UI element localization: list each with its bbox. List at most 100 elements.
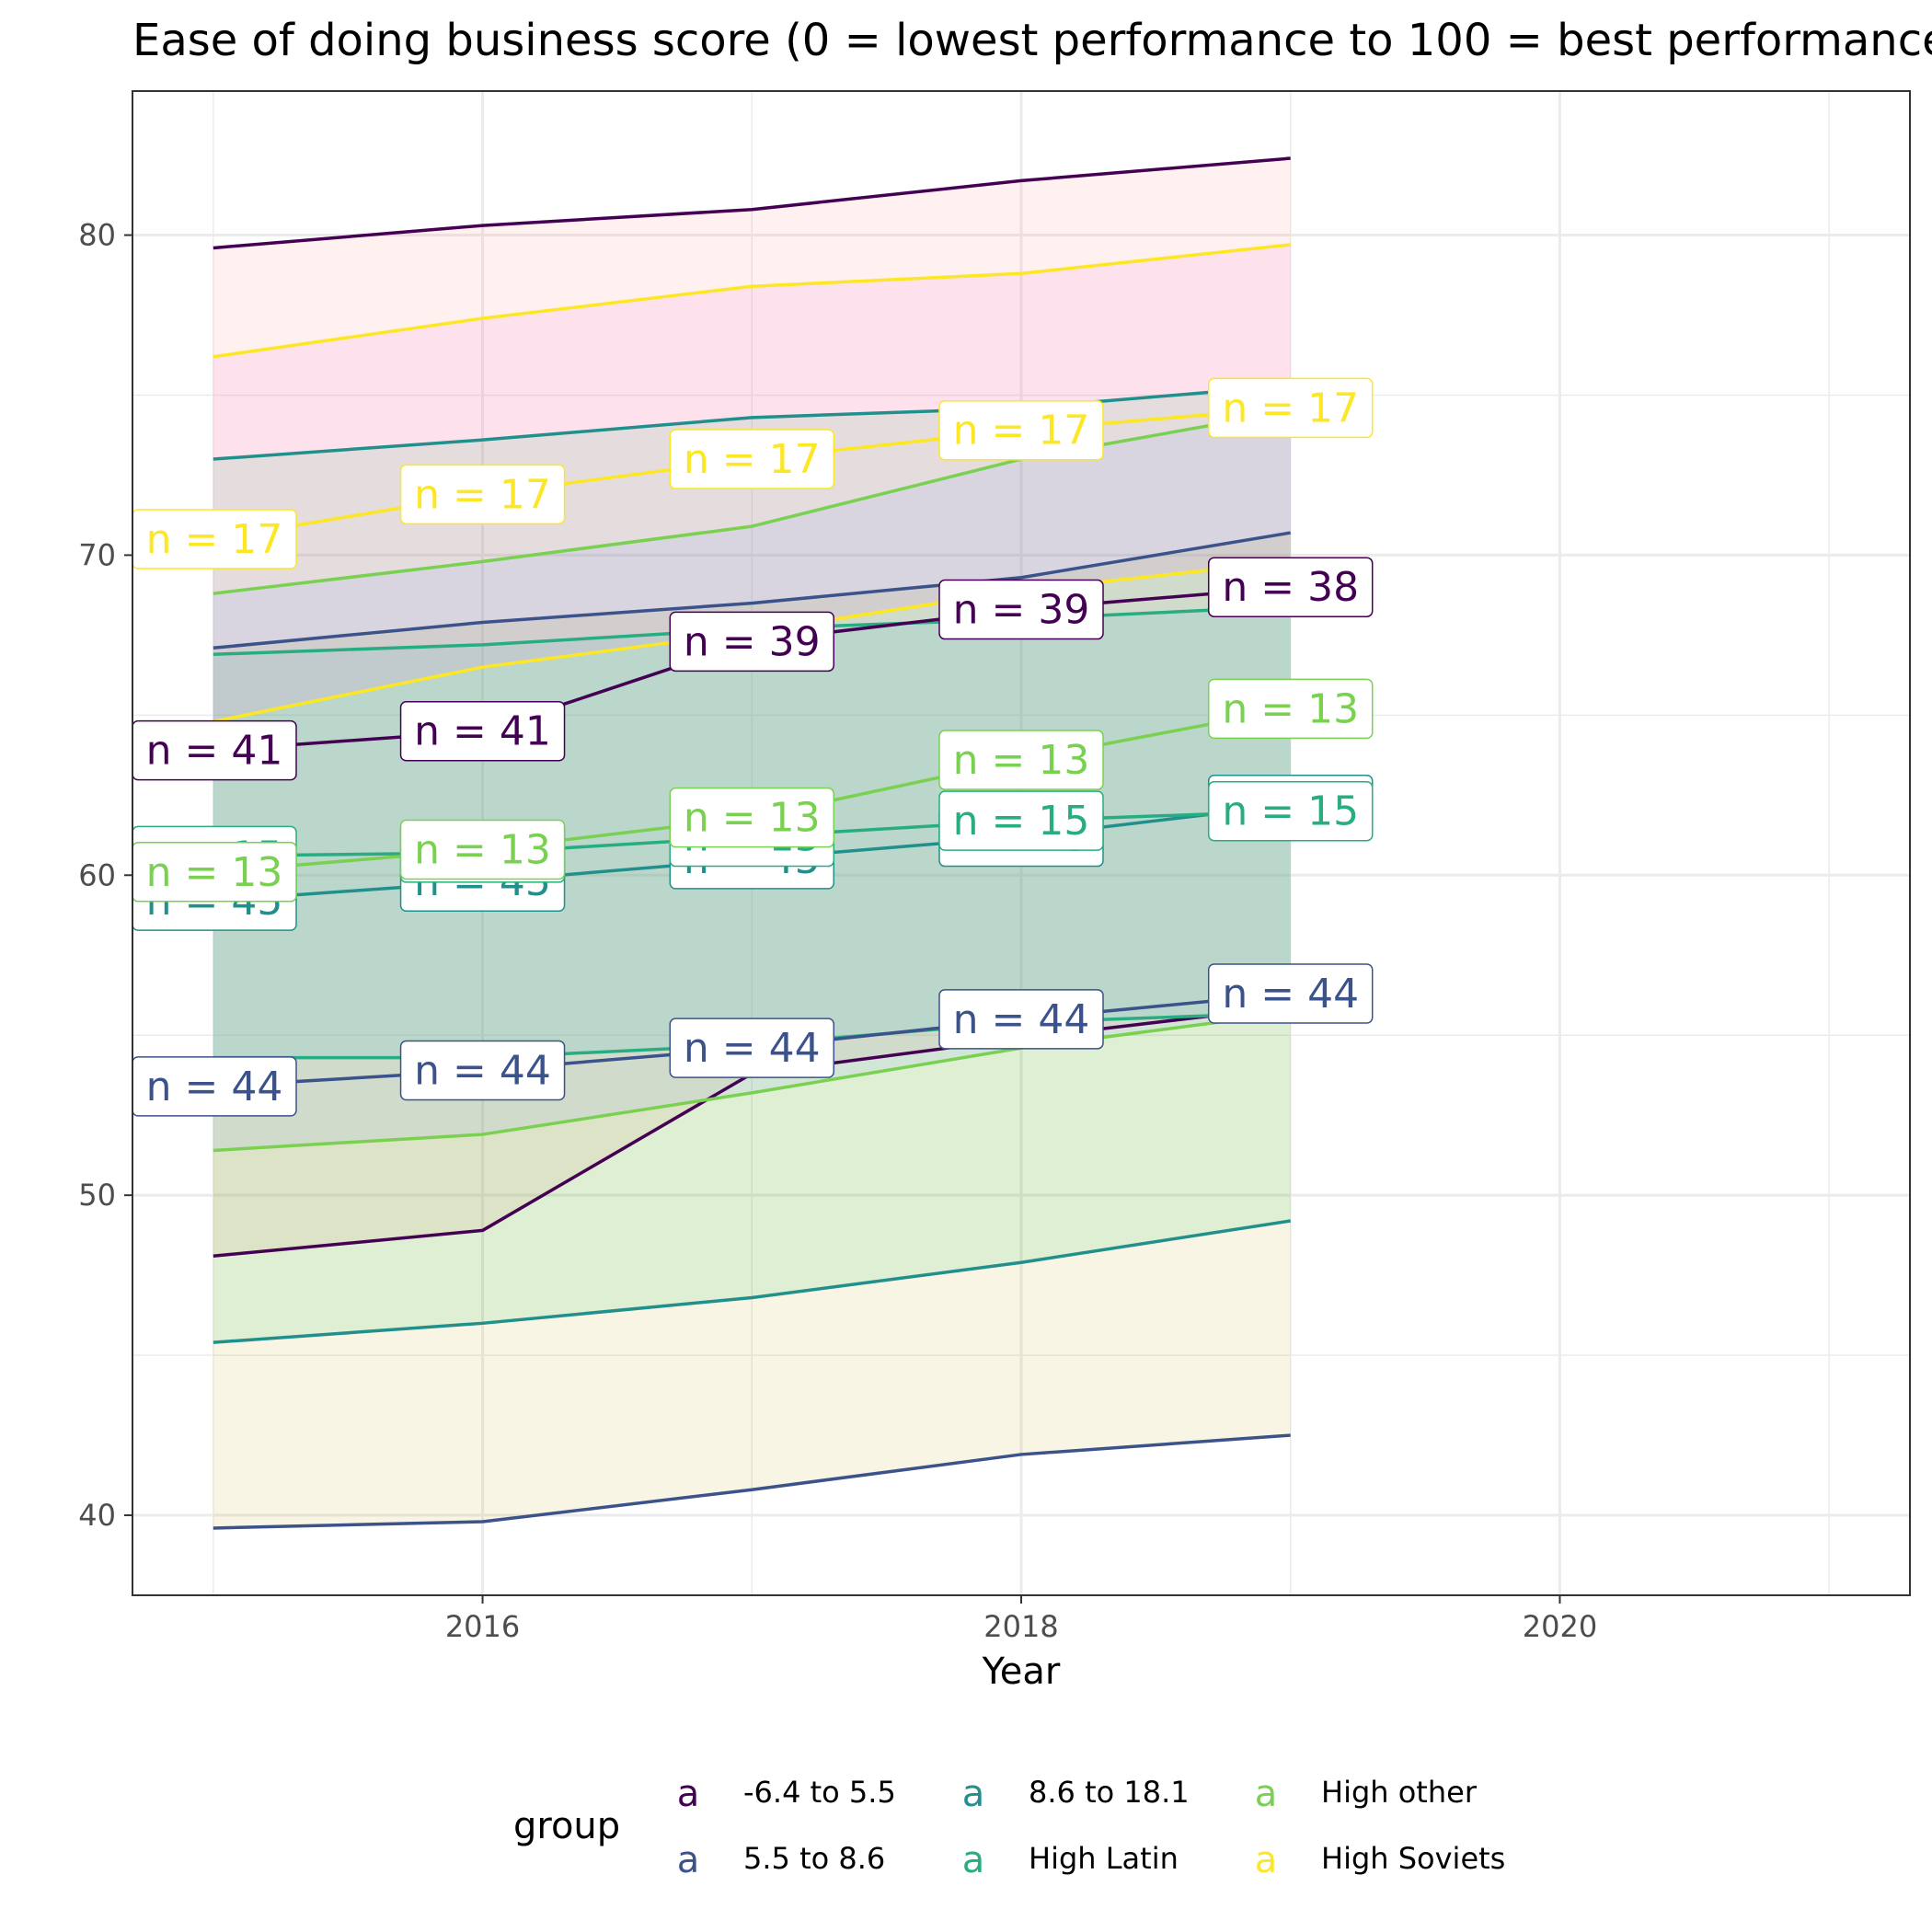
- n-label: n = 13: [399, 819, 566, 880]
- n-label-text: n = 17: [146, 516, 283, 563]
- lower-bound-line: [213, 1011, 1291, 1153]
- y-tick-label: 60: [78, 857, 116, 892]
- legend-label: High other: [1321, 1775, 1478, 1810]
- n-label-text: n = 44: [146, 1064, 283, 1110]
- n-label-text: n = 13: [414, 826, 551, 873]
- legend-key: a: [1255, 1773, 1278, 1815]
- legend-key: a: [677, 1839, 700, 1881]
- y-tick-label: 40: [78, 1498, 116, 1533]
- chart-title: Ease of doing business score (0 = lowest…: [132, 15, 1932, 66]
- x-axis-title: Year: [982, 1650, 1061, 1693]
- n-label-text: n = 17: [684, 436, 821, 483]
- legend-item: a 5.5 to 8.6: [677, 1839, 886, 1881]
- legend-title: group: [513, 1805, 620, 1847]
- n-label: n = 41: [132, 719, 297, 781]
- legend: group a -6.4 to 5.5 a 5.5 to 8.6 a 8.6 to 18.…: [513, 1773, 1505, 1881]
- legend-label: High Soviets: [1321, 1841, 1505, 1876]
- n-label-box: [669, 611, 835, 673]
- x-axis: 2016 2018 2020: [445, 1595, 1597, 1644]
- legend-item: a High Latin: [962, 1839, 1179, 1881]
- n-label-text: n = 13: [684, 795, 821, 842]
- n-label-text: n = 17: [1222, 385, 1359, 431]
- n-label-box: [399, 819, 566, 880]
- n-label: n = 17: [938, 399, 1104, 461]
- n-label-box: [1207, 377, 1374, 439]
- n-label: n = 15: [1207, 780, 1374, 842]
- legend-key: a: [962, 1773, 985, 1815]
- y-tick-label: 50: [78, 1178, 116, 1213]
- upper-bound-line: [213, 531, 1292, 650]
- legend-label: High Latin: [1029, 1841, 1179, 1876]
- legend-item: a High Soviets: [1255, 1839, 1506, 1881]
- n-label-box: [1207, 963, 1374, 1024]
- n-label: n = 39: [669, 611, 835, 673]
- n-label: n = 41: [399, 700, 566, 762]
- n-label: n = 13: [938, 730, 1104, 790]
- n-label-box: [938, 579, 1104, 640]
- legend-key: a: [677, 1773, 700, 1815]
- n-label-box: [399, 700, 566, 762]
- legend-label: 5.5 to 8.6: [743, 1841, 885, 1876]
- y-tick-label: 80: [78, 218, 116, 253]
- legend-item: a -6.4 to 5.5: [677, 1773, 896, 1815]
- n-label-box: [1207, 780, 1374, 842]
- n-label: n = 17: [132, 509, 297, 569]
- upper-bound-line: [213, 409, 1292, 595]
- legend-key: a: [1255, 1839, 1278, 1881]
- n-label: n = 44: [1207, 963, 1374, 1024]
- n-label-box: [1207, 557, 1374, 617]
- n-label-text: n = 13: [146, 849, 283, 896]
- n-label: n = 38: [1207, 557, 1374, 617]
- n-label: n = 13: [1207, 678, 1374, 740]
- n-labels: n = 41 n = 41 n = 39 n = 39 n = 38 n = 44 n = …: [132, 377, 1374, 1117]
- lower-bound-line: [213, 1433, 1291, 1530]
- n-label-text: n = 17: [953, 408, 1090, 454]
- n-label-box: [1207, 678, 1374, 740]
- n-label: n = 13: [669, 787, 835, 848]
- n-label-text: n = 44: [684, 1025, 821, 1072]
- n-label-box: [938, 399, 1104, 461]
- y-tick-label: 70: [78, 537, 116, 572]
- n-label-box: [399, 1040, 566, 1101]
- n-label-text: n = 44: [414, 1047, 551, 1094]
- n-label-text: n = 44: [1222, 971, 1359, 1018]
- n-label-text: n = 39: [684, 618, 821, 665]
- upper-bound-line: [213, 384, 1291, 461]
- n-label-text: n = 13: [953, 737, 1090, 784]
- y-axis: 40 50 60 70 80: [78, 218, 132, 1533]
- n-label-text: n = 17: [414, 471, 551, 518]
- n-label: n = 44: [132, 1056, 297, 1117]
- n-label-text: n = 41: [414, 708, 551, 755]
- n-label-box: [938, 730, 1104, 790]
- n-label: n = 17: [1207, 377, 1374, 439]
- n-label-text: n = 39: [953, 587, 1090, 634]
- legend-item: a 8.6 to 18.1: [962, 1773, 1190, 1815]
- n-label-text: n = 13: [1222, 685, 1359, 732]
- legend-label: 8.6 to 18.1: [1029, 1775, 1190, 1810]
- n-label: n = 13: [132, 842, 297, 903]
- n-label-text: n = 44: [953, 996, 1090, 1043]
- x-tick-label: 2020: [1523, 1609, 1597, 1644]
- upper-bound-line: [213, 243, 1291, 359]
- n-label: n = 44: [399, 1040, 566, 1101]
- n-label-text: n = 38: [1222, 564, 1359, 611]
- n-label-text: n = 15: [1222, 788, 1359, 835]
- n-label-box: [938, 790, 1104, 851]
- n-label-box: [399, 464, 566, 525]
- n-label: n = 39: [938, 579, 1104, 640]
- n-label: n = 44: [938, 989, 1104, 1050]
- x-tick-label: 2018: [983, 1609, 1058, 1644]
- n-label-text: n = 41: [146, 728, 283, 775]
- upper-bound-line: [213, 156, 1291, 250]
- n-label-box: [938, 989, 1104, 1050]
- n-label: n = 17: [399, 464, 566, 525]
- legend-item: a High other: [1255, 1773, 1478, 1815]
- n-label: n = 44: [669, 1018, 835, 1078]
- lower-bound-line: [213, 1219, 1291, 1344]
- n-label-text: n = 15: [953, 798, 1090, 845]
- x-tick-label: 2016: [445, 1609, 520, 1644]
- legend-key: a: [962, 1839, 985, 1881]
- legend-label: -6.4 to 5.5: [743, 1775, 896, 1810]
